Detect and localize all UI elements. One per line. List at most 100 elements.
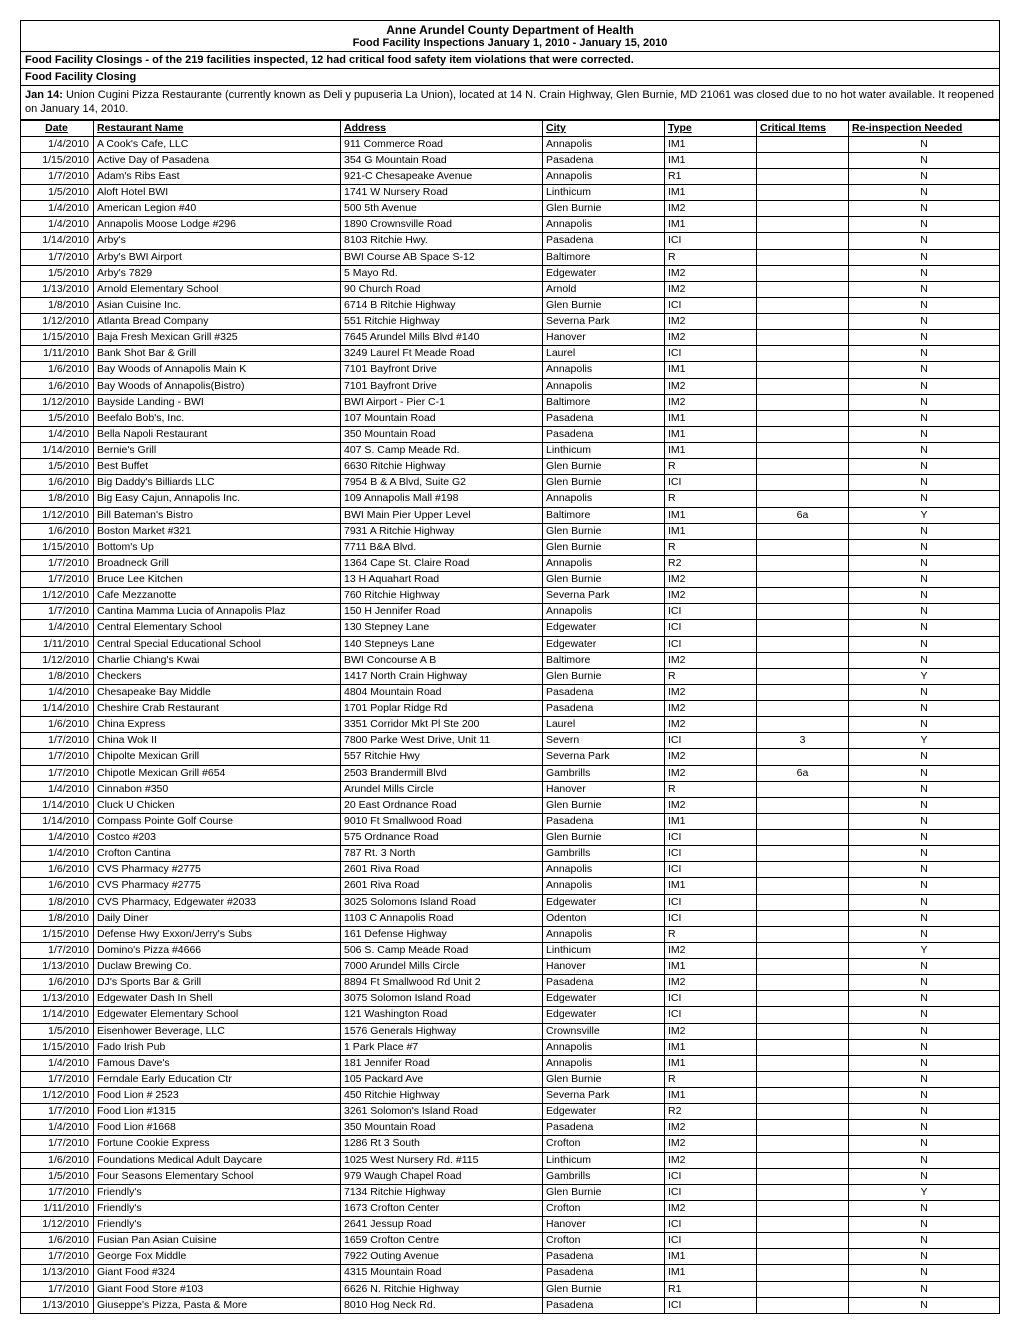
cell-col-crit bbox=[757, 604, 849, 620]
cell-col-addr: 3075 Solomon Island Road bbox=[341, 991, 543, 1007]
cell-col-reinsp: N bbox=[849, 1217, 1000, 1233]
cell-col-name: Boston Market #321 bbox=[94, 523, 341, 539]
cell-col-reinsp: N bbox=[849, 201, 1000, 217]
cell-col-city: Edgewater bbox=[543, 1104, 665, 1120]
table-header-row: Date Restaurant Name Address City Type C… bbox=[21, 120, 1000, 136]
cell-col-name: Bay Woods of Annapolis(Bistro) bbox=[94, 378, 341, 394]
cell-col-name: Asian Cuisine Inc. bbox=[94, 297, 341, 313]
cell-col-reinsp: N bbox=[849, 959, 1000, 975]
table-row: 1/7/2010Broadneck Grill1364 Cape St. Cla… bbox=[21, 555, 1000, 571]
cell-col-name: Eisenhower Beverage, LLC bbox=[94, 1023, 341, 1039]
cell-col-city: Hanover bbox=[543, 959, 665, 975]
cell-col-city: Glen Burnie bbox=[543, 297, 665, 313]
cell-col-type: ICI bbox=[665, 1297, 757, 1313]
cell-col-type: IM1 bbox=[665, 1055, 757, 1071]
cell-col-addr: 107 Mountain Road bbox=[341, 410, 543, 426]
cell-col-crit bbox=[757, 991, 849, 1007]
cell-col-date: 1/12/2010 bbox=[21, 588, 94, 604]
cell-col-reinsp: N bbox=[849, 1200, 1000, 1216]
cell-col-city: Crofton bbox=[543, 1200, 665, 1216]
cell-col-addr: Arundel Mills Circle bbox=[341, 781, 543, 797]
cell-col-reinsp: N bbox=[849, 1120, 1000, 1136]
cell-col-crit bbox=[757, 475, 849, 491]
cell-col-city: Pasadena bbox=[543, 410, 665, 426]
cell-col-city: Hanover bbox=[543, 781, 665, 797]
cell-col-city: Severna Park bbox=[543, 588, 665, 604]
cell-col-reinsp: N bbox=[849, 281, 1000, 297]
cell-col-reinsp: N bbox=[849, 185, 1000, 201]
cell-col-city: Annapolis bbox=[543, 378, 665, 394]
cell-col-name: Foundations Medical Adult Daycare bbox=[94, 1152, 341, 1168]
table-row: 1/7/2010Chipolte Mexican Grill557 Ritchi… bbox=[21, 749, 1000, 765]
cell-col-crit bbox=[757, 362, 849, 378]
cell-col-addr: 350 Mountain Road bbox=[341, 426, 543, 442]
cell-col-date: 1/15/2010 bbox=[21, 539, 94, 555]
cell-col-crit bbox=[757, 910, 849, 926]
cell-col-type: IM1 bbox=[665, 878, 757, 894]
table-row: 1/8/2010Asian Cuisine Inc.6714 B Ritchie… bbox=[21, 297, 1000, 313]
table-row: 1/7/2010Adam's Ribs East921-C Chesapeake… bbox=[21, 168, 1000, 184]
cell-col-city: Crownsville bbox=[543, 1023, 665, 1039]
cell-col-name: Giant Food #324 bbox=[94, 1265, 341, 1281]
table-row: 1/6/2010Bay Woods of Annapolis(Bistro)71… bbox=[21, 378, 1000, 394]
cell-col-crit bbox=[757, 830, 849, 846]
cell-col-crit bbox=[757, 1249, 849, 1265]
cell-col-name: Fortune Cookie Express bbox=[94, 1136, 341, 1152]
cell-col-reinsp: N bbox=[849, 1265, 1000, 1281]
cell-col-date: 1/12/2010 bbox=[21, 507, 94, 523]
table-row: 1/11/2010Central Special Educational Sch… bbox=[21, 636, 1000, 652]
cell-col-crit bbox=[757, 797, 849, 813]
cell-col-reinsp: N bbox=[849, 652, 1000, 668]
cell-col-reinsp: N bbox=[849, 1007, 1000, 1023]
cell-col-addr: 7800 Parke West Drive, Unit 11 bbox=[341, 733, 543, 749]
cell-col-reinsp: N bbox=[849, 894, 1000, 910]
cell-col-addr: 354 G Mountain Road bbox=[341, 152, 543, 168]
cell-col-name: Chesapeake Bay Middle bbox=[94, 684, 341, 700]
cell-col-addr: 760 Ritchie Highway bbox=[341, 588, 543, 604]
cell-col-type: IM2 bbox=[665, 797, 757, 813]
cell-col-reinsp: Y bbox=[849, 507, 1000, 523]
cell-col-crit: 6a bbox=[757, 507, 849, 523]
cell-col-crit bbox=[757, 894, 849, 910]
cell-col-date: 1/12/2010 bbox=[21, 394, 94, 410]
cell-col-crit bbox=[757, 572, 849, 588]
cell-col-date: 1/14/2010 bbox=[21, 797, 94, 813]
cell-col-crit bbox=[757, 378, 849, 394]
cell-col-crit bbox=[757, 265, 849, 281]
cell-col-name: Friendly's bbox=[94, 1217, 341, 1233]
cell-col-date: 1/7/2010 bbox=[21, 555, 94, 571]
cell-col-type: R bbox=[665, 1071, 757, 1087]
cell-col-reinsp: N bbox=[849, 797, 1000, 813]
cell-col-date: 1/6/2010 bbox=[21, 717, 94, 733]
cell-col-crit bbox=[757, 330, 849, 346]
cell-col-name: Chipotle Mexican Grill #654 bbox=[94, 765, 341, 781]
cell-col-name: Famous Dave's bbox=[94, 1055, 341, 1071]
cell-col-reinsp: N bbox=[849, 1249, 1000, 1265]
table-row: 1/14/2010Cheshire Crab Restaurant1701 Po… bbox=[21, 701, 1000, 717]
cell-col-date: 1/13/2010 bbox=[21, 281, 94, 297]
table-row: 1/14/2010Bernie's Grill407 S. Camp Meade… bbox=[21, 443, 1000, 459]
cell-col-city: Pasadena bbox=[543, 701, 665, 717]
cell-col-name: Arby's BWI Airport bbox=[94, 249, 341, 265]
cell-col-crit bbox=[757, 555, 849, 571]
cell-col-reinsp: N bbox=[849, 588, 1000, 604]
cell-col-addr: 7134 Ritchie Highway bbox=[341, 1184, 543, 1200]
cell-col-addr: 8894 Ft Smallwood Rd Unit 2 bbox=[341, 975, 543, 991]
cell-col-date: 1/6/2010 bbox=[21, 862, 94, 878]
cell-col-type: ICI bbox=[665, 346, 757, 362]
cell-col-reinsp: N bbox=[849, 1088, 1000, 1104]
cell-col-city: Pasadena bbox=[543, 684, 665, 700]
cell-col-addr: 161 Defense Highway bbox=[341, 926, 543, 942]
table-row: 1/8/2010Daily Diner1103 C Annapolis Road… bbox=[21, 910, 1000, 926]
cell-col-reinsp: N bbox=[849, 781, 1000, 797]
cell-col-date: 1/7/2010 bbox=[21, 733, 94, 749]
cell-col-addr: 350 Mountain Road bbox=[341, 1120, 543, 1136]
table-row: 1/7/2010Fortune Cookie Express1286 Rt 3 … bbox=[21, 1136, 1000, 1152]
table-row: 1/6/2010CVS Pharmacy #27752601 Riva Road… bbox=[21, 878, 1000, 894]
cell-col-type: IM2 bbox=[665, 652, 757, 668]
table-row: 1/5/2010Beefalo Bob's, Inc.107 Mountain … bbox=[21, 410, 1000, 426]
cell-col-reinsp: N bbox=[849, 862, 1000, 878]
inspections-table: Date Restaurant Name Address City Type C… bbox=[20, 120, 1000, 1314]
cell-col-city: Severna Park bbox=[543, 1088, 665, 1104]
cell-col-addr: 20 East Ordnance Road bbox=[341, 797, 543, 813]
